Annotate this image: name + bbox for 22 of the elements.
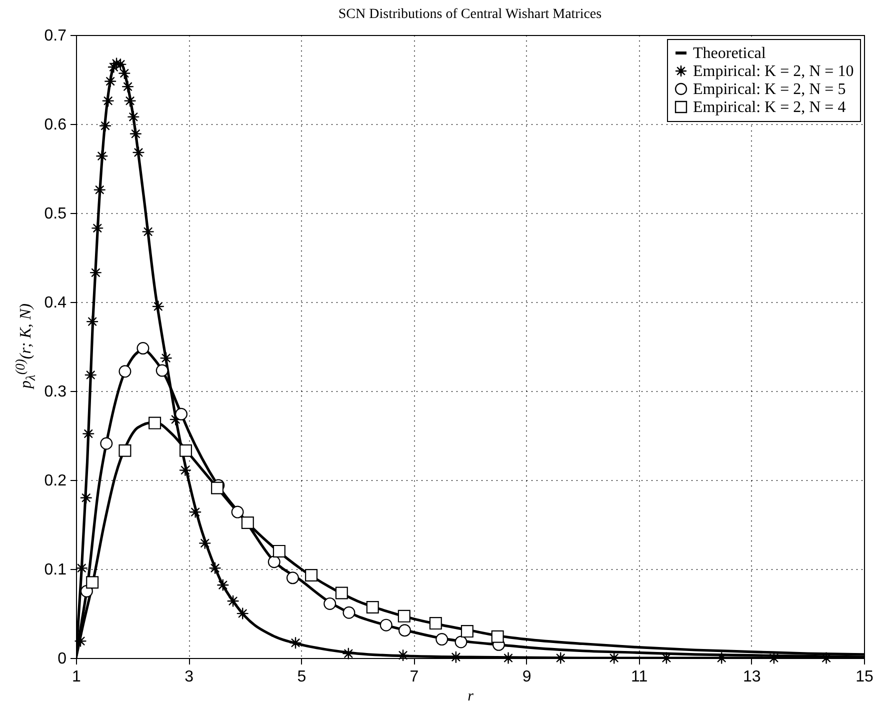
- y-tick-label: 0.3: [44, 384, 67, 400]
- y-tick-label: 0.7: [44, 28, 67, 44]
- legend-label: Empirical: K = 2, N = 4: [693, 99, 846, 116]
- y-tick-label: 0.2: [44, 472, 67, 490]
- legend-label: Empirical: K = 2, N = 5: [693, 81, 846, 98]
- x-axis-title: r: [468, 688, 474, 704]
- legend-label: Empirical: K = 2, N = 10: [693, 63, 854, 80]
- y-tick-label: 0.4: [44, 294, 67, 312]
- x-tick-label: 9: [522, 668, 532, 686]
- x-tick-label: 11: [631, 668, 648, 686]
- x-tick-label: 15: [856, 668, 874, 686]
- chart-title: SCN Distributions of Central Wishart Matrices: [338, 7, 602, 22]
- y-tick-label: 0.6: [44, 116, 67, 134]
- legend-label: Theoretical: [693, 45, 766, 62]
- y-tick-label: 0.5: [44, 206, 67, 222]
- x-tick-label: 13: [743, 668, 761, 686]
- x-tick-label: 5: [297, 668, 306, 686]
- x-tick-label: 1: [72, 668, 82, 686]
- y-tick-label: 0: [58, 650, 67, 668]
- x-tick-label: 3: [184, 668, 194, 686]
- x-tick-label: 7: [410, 668, 419, 686]
- y-tick-label: 0.1: [44, 562, 67, 578]
